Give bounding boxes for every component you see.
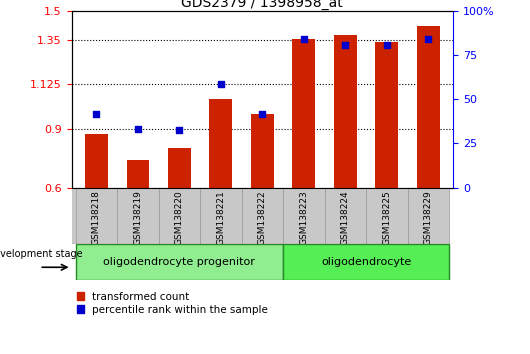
Text: development stage: development stage [0,249,83,259]
Legend: transformed count, percentile rank within the sample: transformed count, percentile rank withi… [77,292,268,315]
Text: GSM138222: GSM138222 [258,190,267,245]
Bar [408,188,449,244]
Bar [209,99,232,188]
Text: GSM138223: GSM138223 [299,190,308,245]
Point [299,36,308,42]
Bar [200,188,242,244]
Text: GSM138218: GSM138218 [92,190,101,245]
Bar [324,188,366,244]
Bar [283,188,324,244]
Bar [375,42,398,188]
Bar [283,244,449,280]
Bar [242,188,283,244]
Bar [158,188,200,244]
Text: GSM138229: GSM138229 [424,190,433,245]
Bar [251,114,274,188]
Bar [117,188,158,244]
Point [341,42,350,48]
Bar [334,35,357,188]
Text: GSM138225: GSM138225 [382,190,391,245]
Text: GSM138219: GSM138219 [134,190,143,245]
Text: GSM138220: GSM138220 [175,190,184,245]
Bar [76,244,283,280]
Text: GSM138224: GSM138224 [341,190,350,245]
Point [175,127,183,132]
Point [92,111,101,117]
Point [258,111,267,117]
Bar [293,39,315,188]
Bar [85,133,108,188]
Bar [168,148,191,188]
Text: oligodendrocyte progenitor: oligodendrocyte progenitor [103,257,255,267]
Bar [366,188,408,244]
Point [217,81,225,87]
Bar [127,160,149,188]
Text: oligodendrocyte: oligodendrocyte [321,257,411,267]
Title: GDS2379 / 1398958_at: GDS2379 / 1398958_at [181,0,343,10]
Point [424,36,432,42]
Text: GSM138221: GSM138221 [216,190,225,245]
Point [134,126,142,131]
Point [383,42,391,48]
Bar [417,26,440,188]
Bar [76,188,117,244]
